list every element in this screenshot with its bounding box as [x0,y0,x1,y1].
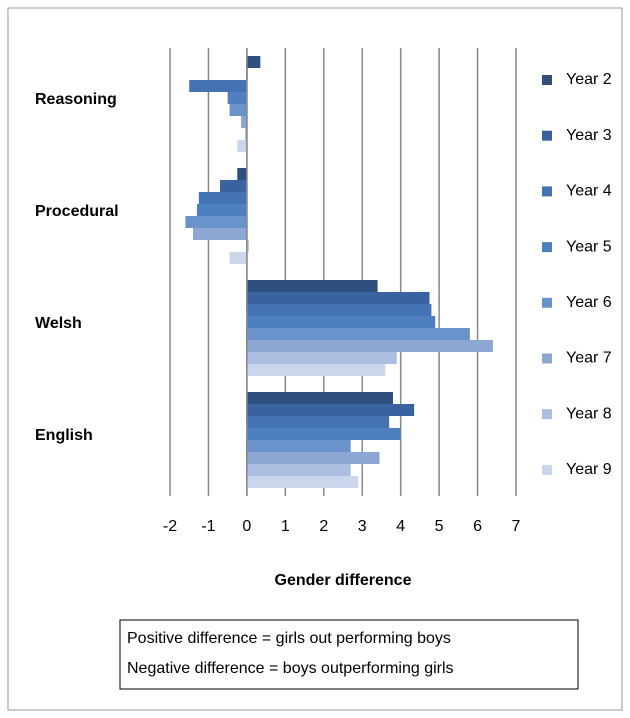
bar [246,476,359,488]
x-tick-label: 1 [281,518,290,535]
x-tick-label: 4 [396,518,405,535]
legend-swatch [542,242,552,253]
bar [246,452,380,464]
x-tick-label: 3 [358,518,367,535]
legend-label: Year 3 [566,127,612,144]
category-label: English [35,427,93,444]
bar [227,92,247,104]
legend-swatch [542,186,552,197]
legend-swatch [542,130,552,141]
legend-label: Year 7 [566,350,612,367]
legend-swatch [542,75,552,85]
bars [185,48,493,496]
note-box [119,619,579,690]
bar [246,416,390,428]
x-tick-label: 0 [242,518,251,535]
bar [246,364,386,376]
legend-label: Year 8 [566,405,612,422]
category-label: Reasoning [35,91,117,108]
bar [244,128,247,140]
bar [246,464,351,476]
x-tick-label: 2 [319,518,328,535]
bar [219,180,247,192]
legend-label: Year 2 [566,71,612,88]
x-tick-label: -1 [201,518,215,535]
note-line: Positive difference = girls out performi… [127,630,451,647]
bar [246,292,430,304]
bar [229,252,247,264]
x-tick-label: -2 [163,518,177,535]
legend-swatch [542,297,552,308]
x-axis-title: Gender difference [275,572,412,589]
legend-label: Year 5 [566,238,612,255]
legend-label: Year 4 [566,183,612,200]
x-tick-label: 5 [435,518,444,535]
legend-label: Year 6 [566,294,612,311]
legend-swatch [542,409,552,420]
bar [246,240,249,252]
bar [246,56,261,68]
x-tick-label: 6 [473,518,482,535]
bar [246,428,401,440]
bar [237,168,247,180]
bar [237,140,247,152]
legend-swatch [542,353,552,364]
bar [246,304,432,316]
bar [246,340,493,352]
bar [246,316,436,328]
bar [185,216,247,228]
bar [246,440,351,452]
bar [246,392,393,404]
category-label: Procedural [35,203,119,220]
note-line: Negative difference = boys outperforming… [127,660,454,677]
bar [193,228,247,240]
bar [246,352,397,364]
category-label: Welsh [35,315,82,332]
bar [196,204,247,216]
bar [189,80,247,92]
bar [241,116,247,128]
bar [198,192,247,204]
bar [229,104,247,116]
bar [246,404,415,416]
legend-label: Year 9 [566,461,612,478]
bar [246,328,470,340]
bar [246,280,378,292]
x-tick-label: 7 [512,518,521,535]
legend-swatch [542,464,552,475]
